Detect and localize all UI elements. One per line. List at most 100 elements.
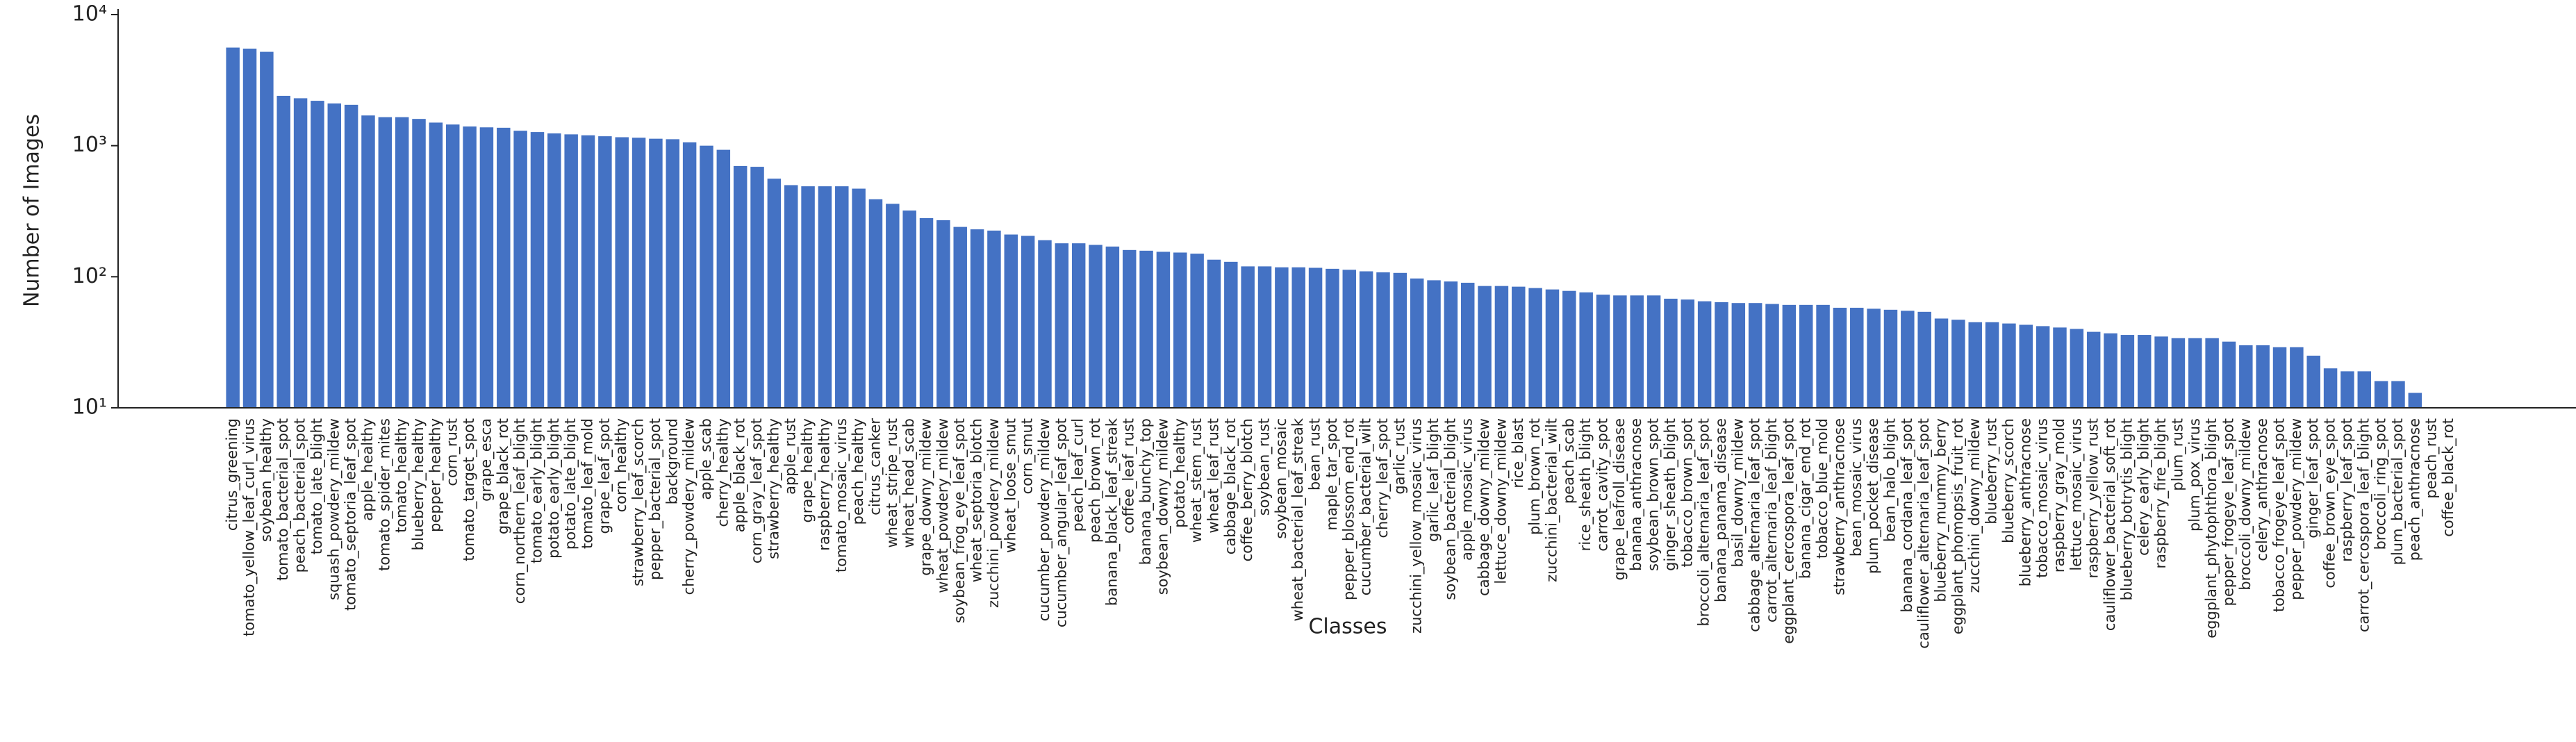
bar [2340,371,2354,408]
x-tick-label: soybean_healthy [258,418,275,542]
bar [1139,250,1153,408]
bar [1748,303,1762,408]
x-tick-label: plum_brown_rot [1526,418,1544,535]
x-tick-label: strawberry_anthracnose [1831,418,1848,595]
x-tick-label: tomato_early_blight [528,418,545,563]
bar [2290,347,2304,408]
x-tick-label: wheat_loose_smut [1002,418,1019,553]
x-tick-label: carrot_cavity_spot [1594,418,1612,552]
bar [1512,286,1526,408]
bar [666,139,680,408]
x-tick-label: plum_pox_virus [2186,418,2204,531]
x-tick-label: wheat_septoria_blotch [968,418,986,582]
x-tick-label: cherry_healthy [714,418,732,527]
bar [1224,261,1238,408]
bar [1917,311,1931,408]
bar [1697,301,1712,408]
bar [1207,259,1221,408]
x-tick-label: soybean_rust [1256,418,1273,516]
x-tick-label: soybean_brown_spot [1645,418,1662,571]
bar [631,138,646,408]
x-tick-label: pepper_frogeye_leaf_spot [2220,418,2237,606]
y-tick-label: 10³ [72,133,107,157]
bar [1646,295,1661,408]
bar [530,132,545,408]
x-tick-label: blueberry_mummy_berry [1933,418,1950,602]
bar [1562,290,1576,408]
bar [682,142,697,409]
x-tick-label: carrot_cercospora_leaf_blight [2355,418,2372,632]
bar [1545,289,1560,408]
x-tick-label: soybean_bacterial_blight [1442,418,1459,600]
x-tick-label: peach_anthracnose [2406,418,2423,561]
bar [700,145,713,408]
bar [463,126,477,409]
bar [767,179,782,408]
bar [1951,320,1965,408]
bar [1156,252,1171,408]
bar [1494,286,1509,408]
bar [1359,271,1373,408]
x-tick-label: raspberry_fire_blight [2152,418,2170,569]
bar [2306,355,2320,408]
bar [2188,338,2202,408]
bar [242,48,257,408]
bar [564,134,578,408]
x-tick-label: plum_rust [2169,418,2186,491]
x-tick-label: celery_anthracnose [2254,418,2271,561]
x-tick-label: corn_rust [444,418,461,486]
bar [615,137,629,408]
bar [412,119,426,408]
x-tick-label: blueberry_anthracnose [2017,418,2034,586]
bar [1291,267,1305,408]
bar [1613,295,1627,408]
x-tick-label: ginger_leaf_spot [2304,418,2322,538]
bar [581,135,595,409]
x-tick-label: peach_brown_rot [1087,418,1104,543]
x-tick-label: tobacco_blue_mold [1814,418,1831,559]
x-tick-label: raspberry_yellow_rust [2085,418,2102,579]
x-tick-label: raspberry_gray_mold [2051,418,2068,572]
x-tick-label: blueberry_healthy [410,418,427,550]
x-tick-label: rice_sheath_blight [1577,418,1594,551]
x-tick-label: cucumber_bacterial_wilt [1357,418,1375,595]
bar [1089,245,1103,408]
x-tick-label: tomato_healthy [393,418,411,533]
x-tick-label: tomato_septoria_leaf_spot [342,418,360,611]
bar [2154,336,2168,408]
x-tick-label: zucchini_yellow_mosaic_virus [1408,418,1426,634]
y-tick-label: 10⁴ [72,2,107,26]
x-tick-label: tomato_mosaic_virus [833,418,850,572]
bar [1308,267,1323,408]
x-tick-label: apple_healthy [359,418,377,521]
bar [1021,236,1035,408]
x-tick-label: tomato_target_spot [461,418,478,561]
x-tick-label: maple_tar_spot [1323,418,1341,531]
x-tick-label: rice_blast [1510,418,1527,488]
x-tick-label: potato_healthy [1171,418,1189,528]
bar [1715,302,1728,408]
bar [2374,381,2388,408]
x-tick-label: corn_gray_leaf_spot [748,418,766,563]
x-tick-label: citrus_greening [224,418,241,531]
bar [344,104,358,408]
x-tick-label: banana_panama_disease [1712,418,1730,602]
x-tick-label: peach_rust [2423,418,2441,499]
bar [1241,266,1255,408]
x-tick-label: cabbage_downy_mildew [1476,418,1493,596]
bar [1867,308,1881,408]
bar [1478,286,1492,408]
bar [1326,268,1339,408]
bar [818,186,832,408]
y-axis-label: Number of Images [20,114,44,307]
bar [2391,381,2405,408]
bar [293,98,308,408]
bar [2053,327,2067,408]
x-tick-label: pepper_healthy [427,418,444,532]
bar [1799,304,1813,408]
x-tick-label: peach_bacterial_spot [292,418,309,572]
bar [1664,298,1678,408]
x-tick-label: carrot_alternaria_leaf_blight [1763,418,1781,623]
bar [2272,347,2287,408]
x-tick-label: eggplant_cercospora_leaf_spot [1780,418,1797,644]
